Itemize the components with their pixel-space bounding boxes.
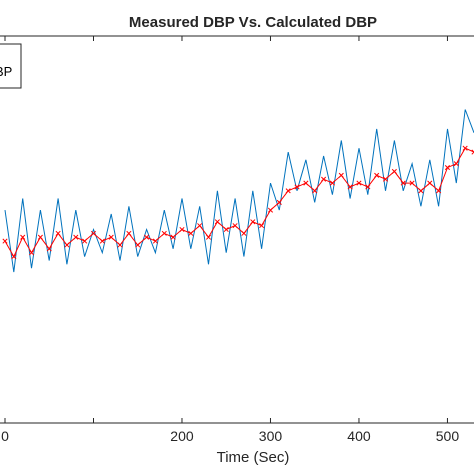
x-tick-label: 200 bbox=[170, 428, 194, 444]
x-axis-label: Time (Sec) bbox=[217, 449, 290, 466]
series-2-point bbox=[400, 180, 406, 186]
series-1-line bbox=[4, 109, 474, 273]
series-2-point bbox=[117, 242, 123, 248]
series-2-point bbox=[391, 168, 397, 175]
series-layer bbox=[2, 109, 474, 273]
plot-area bbox=[0, 36, 474, 423]
series-2-point bbox=[232, 223, 238, 229]
series-2-point bbox=[135, 242, 141, 248]
chart-title: Measured DBP Vs. Calculated DBP bbox=[129, 14, 377, 31]
series-2-point bbox=[312, 188, 318, 194]
x-tick-label: 300 bbox=[259, 428, 283, 444]
series-2-point bbox=[99, 238, 105, 244]
series-2-point bbox=[55, 230, 61, 236]
series-2-point bbox=[205, 234, 212, 240]
series-2-point bbox=[170, 234, 176, 240]
series-2-point bbox=[356, 180, 362, 186]
series-2-point bbox=[108, 234, 114, 240]
legend-box bbox=[0, 43, 22, 89]
series-2-point bbox=[303, 180, 309, 186]
series-2-point bbox=[382, 176, 389, 182]
series-2-point bbox=[444, 165, 451, 171]
series-2-point bbox=[90, 230, 97, 236]
series-2-point bbox=[285, 188, 291, 194]
series-2-point bbox=[418, 188, 424, 194]
series-2-point bbox=[241, 230, 247, 236]
x-tick-label: 400 bbox=[347, 428, 371, 444]
series-2-point bbox=[250, 219, 256, 225]
series-2-point bbox=[20, 234, 26, 240]
legend-entry-label: BP bbox=[0, 64, 12, 79]
x-tick-label: 0 bbox=[1, 428, 9, 444]
series-2-point bbox=[374, 172, 380, 178]
series-2-point bbox=[197, 223, 203, 229]
series-2-point bbox=[436, 188, 442, 194]
series-2-point bbox=[126, 230, 132, 236]
series-2-point bbox=[223, 226, 229, 233]
legend: BP bbox=[0, 43, 22, 89]
series-2-point bbox=[28, 250, 35, 256]
series-2-point bbox=[276, 199, 282, 205]
series-2-point bbox=[321, 176, 327, 182]
series-2-point bbox=[338, 172, 344, 178]
series-2-point bbox=[46, 246, 52, 252]
series-2-point bbox=[2, 238, 8, 244]
series-2-point bbox=[365, 184, 371, 190]
series-2-point bbox=[82, 238, 88, 244]
series-2-point bbox=[73, 234, 79, 240]
series-2-point bbox=[267, 207, 274, 213]
series-2-point bbox=[37, 234, 43, 240]
series-2-point bbox=[259, 223, 265, 229]
series-2-point bbox=[409, 180, 415, 186]
series-2-point bbox=[64, 242, 70, 248]
series-2-point bbox=[347, 184, 353, 190]
series-2-point bbox=[294, 184, 300, 190]
series-2-point bbox=[427, 180, 433, 186]
series-2-point bbox=[11, 254, 17, 260]
series-2-point bbox=[453, 161, 459, 167]
x-tick-label: 500 bbox=[436, 428, 460, 444]
series-2-point bbox=[329, 180, 335, 186]
series-2-point bbox=[214, 219, 220, 225]
series-2-point bbox=[188, 230, 194, 236]
series-2-point bbox=[144, 234, 150, 240]
series-2-point bbox=[161, 230, 167, 236]
series-2-point bbox=[152, 238, 158, 244]
series-2-point bbox=[179, 226, 185, 233]
series-2-point bbox=[471, 149, 474, 155]
series-2-point bbox=[462, 145, 468, 151]
x-ticks: 0 200 300 400 500 bbox=[1, 36, 459, 444]
